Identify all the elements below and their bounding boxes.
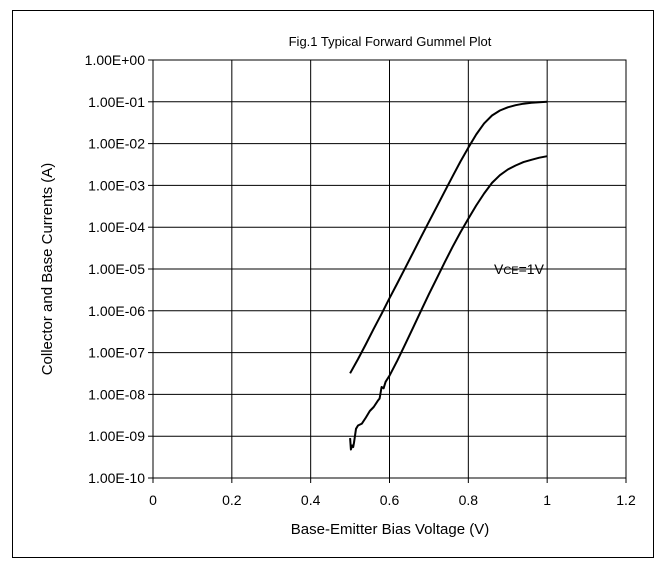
x-axis-title: Base-Emitter Bias Voltage (V) bbox=[291, 521, 489, 538]
x-tick-label: 0.4 bbox=[301, 492, 321, 508]
y-tick-label: 1.00E-07 bbox=[88, 345, 145, 361]
annotation-value: =1V bbox=[519, 261, 545, 277]
y-axis-title: Collector and Base Currents (A) bbox=[39, 163, 56, 376]
vce-annotation: VCE=1V bbox=[494, 261, 545, 277]
x-tick-label: 0.8 bbox=[459, 492, 479, 508]
y-tick-label: 1.00E-09 bbox=[88, 428, 145, 444]
series-line-1 bbox=[349, 100, 548, 374]
grid-lines bbox=[148, 59, 627, 483]
y-tick-labels: 1.00E+00 1.00E-01 1.00E-02 1.00E-03 1.00E-04… bbox=[85, 52, 146, 486]
y-tick-label: 1.00E+00 bbox=[85, 52, 146, 68]
x-tick-label: 0.6 bbox=[380, 492, 400, 508]
x-tick-label: 1 bbox=[543, 492, 551, 508]
y-tick-label: 1.00E-01 bbox=[88, 94, 145, 110]
y-tick-label: 1.00E-06 bbox=[88, 303, 145, 319]
x-tick-label: 0 bbox=[149, 492, 157, 508]
y-tick-label: 1.00E-05 bbox=[88, 261, 145, 277]
y-tick-label: 1.00E-04 bbox=[88, 219, 145, 235]
x-tick-label: 1.2 bbox=[616, 492, 636, 508]
series-lines bbox=[349, 100, 548, 451]
y-tick-label: 1.00E-10 bbox=[88, 470, 145, 486]
plot-area bbox=[152, 59, 627, 479]
y-tick-label: 1.00E-03 bbox=[88, 177, 145, 193]
y-tick-label: 1.00E-02 bbox=[88, 136, 145, 152]
annotation-v: V bbox=[494, 261, 504, 277]
chart-title: Fig.1 Typical Forward Gummel Plot bbox=[289, 34, 492, 49]
series-line-2 bbox=[349, 155, 548, 451]
x-tick-labels: 0 0.2 0.4 0.6 0.8 1 1.2 bbox=[149, 492, 636, 508]
y-tick-label: 1.00E-08 bbox=[88, 386, 145, 402]
annotation-sub: CE bbox=[503, 265, 518, 277]
x-tick-label: 0.2 bbox=[222, 492, 242, 508]
